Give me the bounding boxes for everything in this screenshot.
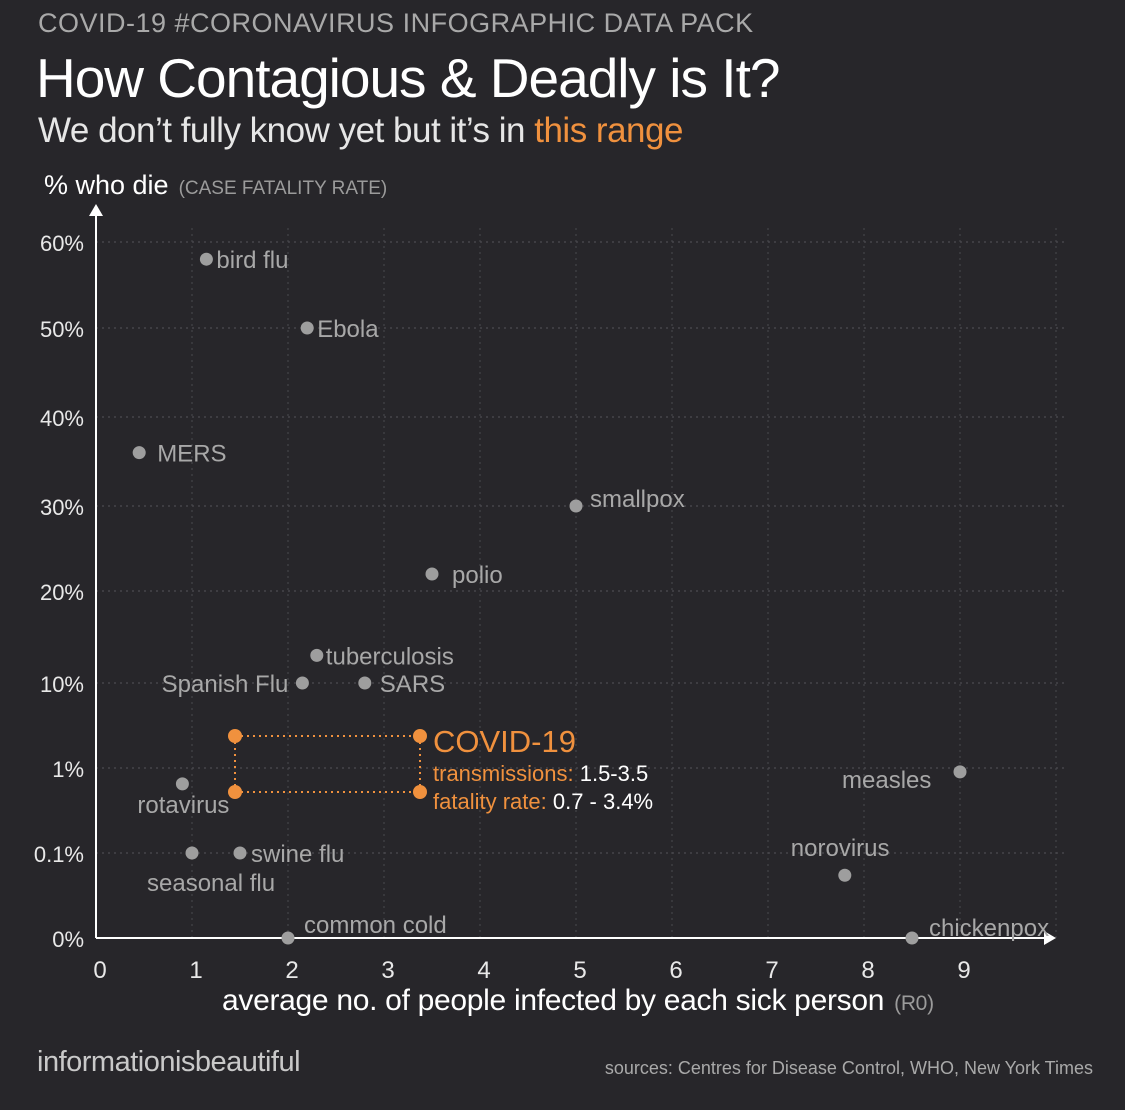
y-tick-label: 20% — [40, 580, 84, 605]
y-axis-arrow — [89, 204, 103, 216]
point-sars — [358, 676, 372, 690]
covid-range-corner — [413, 729, 427, 743]
y-tick-label: 50% — [40, 317, 84, 342]
covid-fatality-label: fatality rate: — [433, 789, 547, 814]
y-axis-note: (CASE FATALITY RATE) — [178, 178, 388, 199]
point-seasonal-flu — [185, 846, 199, 860]
x-tick-label: 1 — [189, 957, 202, 984]
point-label-chickenpox: chickenpox — [929, 915, 1049, 942]
page-title: How Contagious & Deadly is It? — [36, 47, 780, 109]
x-tick-label: 0 — [93, 957, 106, 984]
covid-transmissions: transmissions: 1.5-3.5 — [433, 760, 653, 788]
point-label-common-cold: common cold — [304, 912, 447, 939]
point-tuberculosis — [310, 648, 324, 662]
covid-transmissions-value: 1.5-3.5 — [579, 761, 649, 786]
kicker: COVID-19 #CORONAVIRUS INFOGRAPHIC DATA P… — [38, 8, 754, 38]
covid-annotation: COVID-19 transmissions: 1.5-3.5 fatality… — [433, 724, 653, 816]
brand-logo: informationisbeautiful — [37, 1046, 301, 1078]
x-tick-label: 2 — [285, 957, 298, 984]
point-label-polio: polio — [452, 562, 503, 589]
y-axis-title: % who die (CASE FATALITY RATE) — [44, 170, 387, 201]
covid-title: COVID-19 — [433, 724, 576, 759]
point-chickenpox — [905, 931, 919, 945]
point-label-seasonal-flu: seasonal flu — [147, 870, 275, 897]
covid-range-corner — [228, 785, 242, 799]
x-tick-label: 5 — [573, 957, 586, 984]
point-polio — [425, 567, 439, 581]
covid-fatality: fatality rate: 0.7 - 3.4% — [433, 788, 653, 816]
x-axis-title: average no. of people infected by each s… — [222, 984, 934, 1018]
point-smallpox — [569, 499, 583, 513]
subtitle-highlight: this range — [534, 111, 683, 150]
point-label-tuberculosis: tuberculosis — [326, 643, 454, 670]
x-tick-label: 4 — [477, 957, 490, 984]
y-tick-label: 40% — [40, 406, 84, 431]
y-tick-label: 0.1% — [34, 842, 84, 867]
point-label-swine-flu: swine flu — [251, 841, 344, 868]
point-swine-flu — [233, 846, 247, 860]
point-label-ebola: Ebola — [317, 316, 379, 343]
x-axis-arrow — [1044, 931, 1056, 945]
subtitle: We don’t fully know yet but it’s in this… — [38, 111, 683, 151]
x-axis-label: average no. of people infected by each s… — [222, 984, 885, 1017]
y-tick-label: 10% — [40, 672, 84, 697]
point-label-smallpox: smallpox — [590, 486, 685, 513]
point-norovirus — [838, 868, 852, 882]
covid-range-corner — [228, 729, 242, 743]
subtitle-text: We don’t fully know yet but it’s in — [38, 111, 535, 150]
x-tick-label: 6 — [669, 957, 682, 984]
x-tick-label: 9 — [957, 957, 970, 984]
point-label-bird-flu: bird flu — [216, 247, 288, 274]
point-mers — [132, 446, 146, 460]
point-bird-flu — [199, 252, 213, 266]
y-tick-label: 60% — [40, 231, 84, 256]
point-label-mers: MERS — [157, 441, 226, 468]
x-tick-label: 7 — [765, 957, 778, 984]
y-axis-label: % who die — [44, 170, 169, 200]
point-common-cold — [281, 931, 295, 945]
y-tick-label: 30% — [40, 495, 84, 520]
x-tick-label: 3 — [381, 957, 394, 984]
sources-note: sources: Centres for Disease Control, WH… — [604, 1058, 1093, 1078]
point-label-sars: SARS — [380, 671, 445, 698]
covid-fatality-value: 0.7 - 3.4% — [552, 789, 654, 814]
point-label-spanish-flu: Spanish Flu — [162, 671, 289, 698]
point-label-norovirus: norovirus — [791, 835, 890, 862]
point-rotavirus — [175, 777, 189, 791]
point-label-measles: measles — [842, 767, 931, 794]
x-tick-label: 8 — [861, 957, 874, 984]
point-measles — [953, 765, 967, 779]
y-tick-label: 0% — [52, 927, 84, 952]
x-axis-note: (R0) — [894, 992, 934, 1015]
y-tick-label: 1% — [52, 757, 84, 782]
point-label-rotavirus: rotavirus — [137, 792, 229, 819]
point-spanish-flu — [295, 676, 309, 690]
point-ebola — [300, 321, 314, 335]
covid-range-corner — [413, 785, 427, 799]
covid-transmissions-label: transmissions: — [433, 761, 574, 786]
